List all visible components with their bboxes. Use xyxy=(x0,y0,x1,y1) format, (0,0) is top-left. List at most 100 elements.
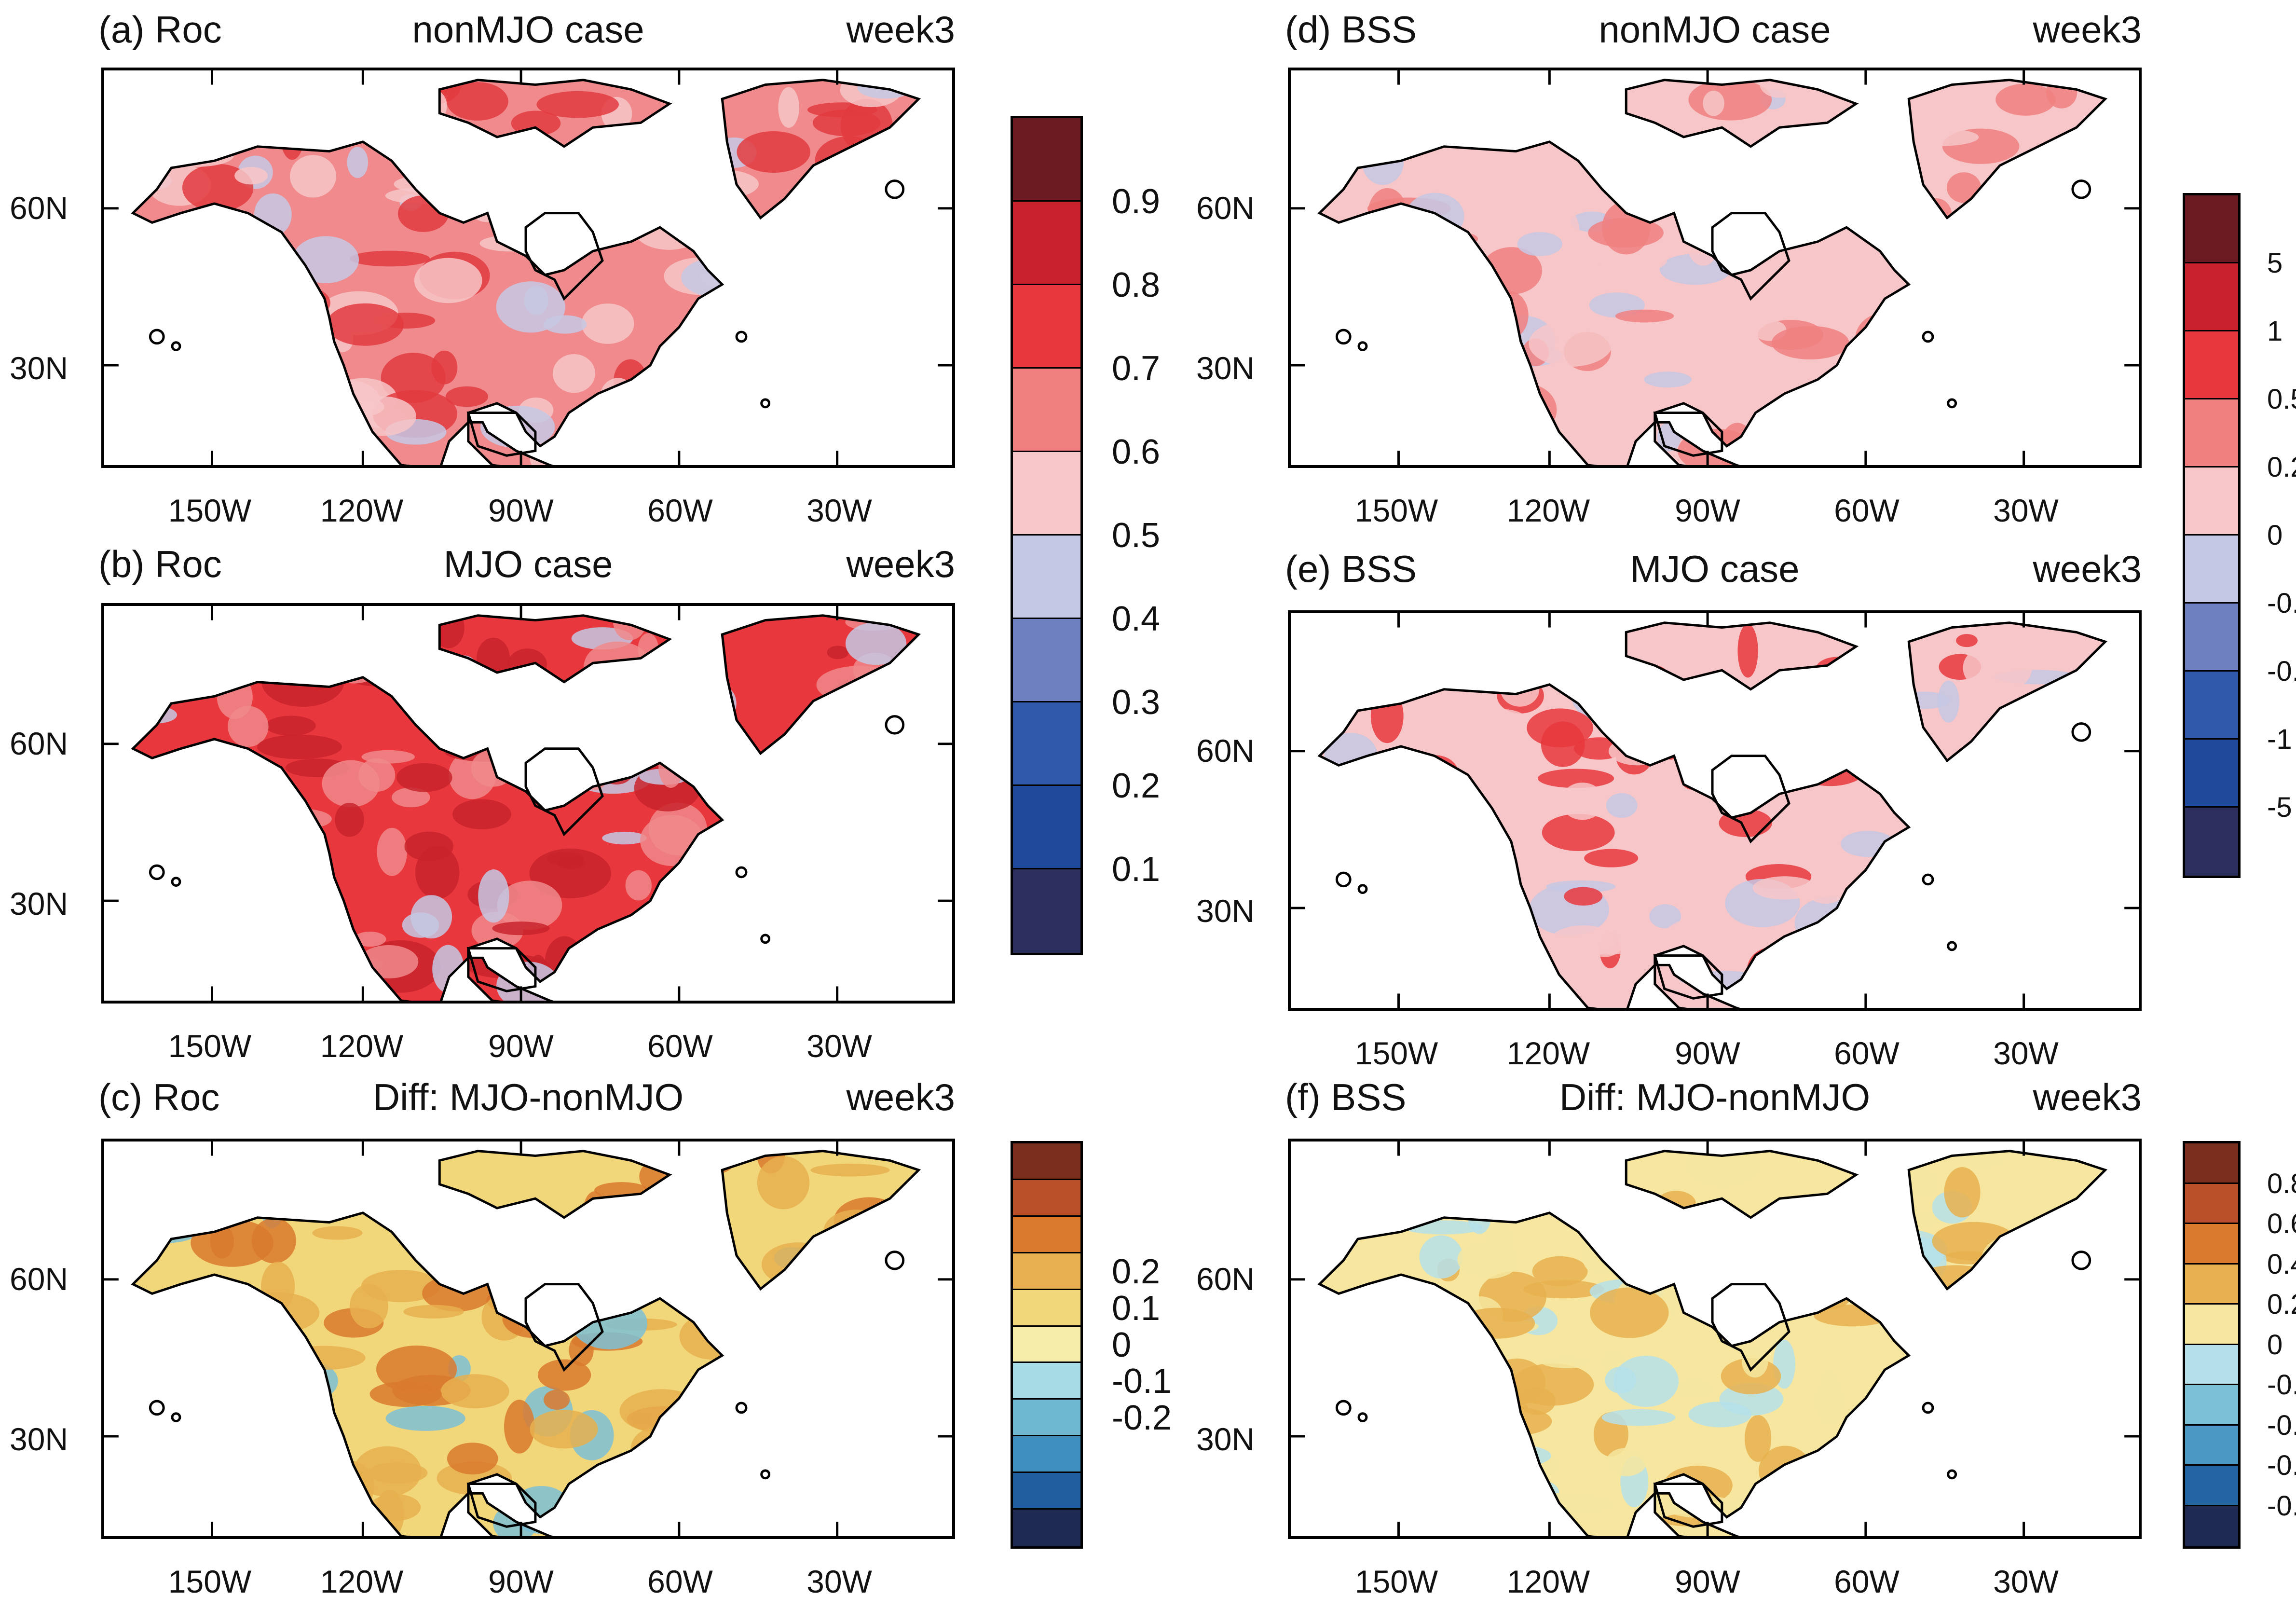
colorbar-segment xyxy=(1013,1400,1080,1437)
colorbar-segment xyxy=(2185,1425,2238,1466)
colorbar-label: -1 xyxy=(2267,724,2292,755)
colorbar-label: 1 xyxy=(2267,316,2283,347)
colorbar-label: 0.7 xyxy=(1112,349,1161,388)
lon-label: 60W xyxy=(1834,1035,1900,1071)
lon-label: 60W xyxy=(1834,1564,1900,1599)
lon-label: 90W xyxy=(1675,1035,1740,1071)
colorbar-label: -0.2 xyxy=(2267,588,2296,619)
axis-ticks xyxy=(104,1141,952,1536)
panel-week-d: week3 xyxy=(2033,8,2142,51)
axis-ticks xyxy=(1291,70,2139,465)
colorbar-roc_diff xyxy=(1011,1141,1083,1549)
colorbar-segment xyxy=(2185,1305,2238,1345)
colorbar-segment xyxy=(1013,118,1080,202)
panel-case-f: Diff: MJO-nonMJO xyxy=(1559,1076,1871,1118)
colorbar-segment xyxy=(2185,1345,2238,1385)
colorbar-label: 0.8 xyxy=(1112,266,1161,304)
colorbar-label: 0.4 xyxy=(2267,1248,2296,1280)
colorbar-segment xyxy=(1013,702,1080,786)
lon-label: 30W xyxy=(806,493,872,528)
colorbar-segment xyxy=(1013,369,1080,452)
axis-ticks xyxy=(104,70,952,465)
lon-label: 30W xyxy=(1993,1035,2059,1071)
colorbar-segment xyxy=(2185,604,2238,672)
lat-label: 30N xyxy=(1196,1421,1255,1457)
colorbar-segment xyxy=(2185,740,2238,808)
lon-label: 150W xyxy=(168,1028,252,1064)
lon-label: 30W xyxy=(806,1564,872,1599)
colorbar-label: 5 xyxy=(2267,248,2283,279)
coastlines xyxy=(1317,621,2108,1008)
colorbar-segment xyxy=(2185,672,2238,740)
coastlines xyxy=(1317,1150,2108,1536)
colorbar-label: 0.8 xyxy=(2267,1168,2296,1199)
panel-week-f: week3 xyxy=(2033,1076,2142,1118)
lon-label: 90W xyxy=(488,1564,554,1599)
panel-week-b: week3 xyxy=(846,543,955,585)
map-panel-f xyxy=(1288,1139,2142,1539)
colorbar-label: 0.3 xyxy=(1112,683,1161,722)
colorbar-label: 0.5 xyxy=(1112,516,1161,555)
colorbar-label: 0.6 xyxy=(1112,433,1161,471)
lon-label: 90W xyxy=(488,493,554,528)
colorbar-segment xyxy=(2185,536,2238,604)
colorbar-segment xyxy=(2185,1224,2238,1265)
panel-label-d: (d) BSS xyxy=(1285,8,1417,51)
colorbar-segment xyxy=(2185,1385,2238,1426)
colorbar-label: 0.2 xyxy=(1112,767,1161,805)
colorbar-segment xyxy=(1013,619,1080,702)
colorbar-segment xyxy=(2185,1183,2238,1224)
colorbar-label: -0.8 xyxy=(2267,1490,2296,1522)
coastlines xyxy=(131,614,921,1001)
colorbar-label: 0.2 xyxy=(2267,452,2296,483)
panel-case-c: Diff: MJO-nonMJO xyxy=(372,1076,684,1118)
colorbar-segment xyxy=(1013,1180,1080,1217)
lat-label: 60N xyxy=(10,725,68,761)
colorbar-label: 0.1 xyxy=(1112,1289,1161,1328)
colorbar-segment xyxy=(2185,468,2238,536)
lat-label: 30N xyxy=(1196,893,1255,929)
lon-label: 150W xyxy=(168,1564,252,1599)
panel-label-c: (c) Roc xyxy=(98,1076,220,1118)
lon-label: 90W xyxy=(488,1028,554,1064)
colorbar-label: -0.5 xyxy=(2267,656,2296,687)
lon-label: 60W xyxy=(647,493,713,528)
colorbar-segment xyxy=(1013,1510,1080,1546)
lat-label: 30N xyxy=(10,1421,68,1457)
lon-label: 120W xyxy=(1506,493,1590,528)
colorbar-segment xyxy=(2185,195,2238,263)
panel-case-e: MJO case xyxy=(1630,548,1800,590)
axis-ticks xyxy=(1291,613,2139,1008)
lat-label: 60N xyxy=(1196,190,1255,226)
colorbar-segment xyxy=(1013,786,1080,869)
colorbar-label: 0 xyxy=(1112,1325,1132,1364)
colorbar-segment xyxy=(1013,536,1080,619)
colorbar-label: 0 xyxy=(2267,520,2283,551)
lon-label: 90W xyxy=(1675,1564,1740,1599)
lon-label: 90W xyxy=(1675,493,1740,528)
map-panel-e xyxy=(1288,610,2142,1011)
colorbar-segment xyxy=(2185,1143,2238,1184)
lon-label: 60W xyxy=(647,1028,713,1064)
colorbar-label: -0.2 xyxy=(1112,1399,1172,1438)
colorbar-label: 0.9 xyxy=(1112,182,1161,221)
panel-case-a: nonMJO case xyxy=(412,8,644,51)
colorbar-roc xyxy=(1011,116,1083,955)
lon-label: 150W xyxy=(1354,493,1438,528)
map-svg-f xyxy=(1291,1141,2139,1536)
lat-label: 30N xyxy=(10,885,68,921)
colorbar-segment xyxy=(1013,202,1080,285)
map-panel-b xyxy=(101,603,955,1004)
colorbar-segment xyxy=(2185,331,2238,399)
colorbar-segment xyxy=(2185,1506,2238,1546)
colorbar-segment xyxy=(1013,1473,1080,1510)
lon-label: 120W xyxy=(1506,1564,1590,1599)
colorbar-bss_diff xyxy=(2183,1141,2241,1549)
colorbar-segment xyxy=(1013,1363,1080,1400)
colorbar-label: 0.2 xyxy=(2267,1289,2296,1320)
lon-label: 120W xyxy=(1506,1035,1590,1071)
colorbar-segment xyxy=(2185,399,2238,468)
colorbar-bss xyxy=(2183,193,2241,878)
colorbar-segment xyxy=(1013,1436,1080,1473)
